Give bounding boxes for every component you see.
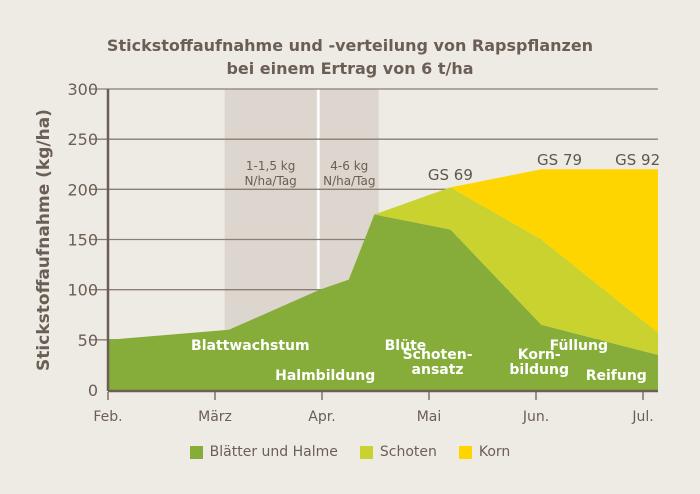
growth-stage-label: GS 79 [537, 151, 582, 169]
chart-title: Stickstoffaufnahme und -verteilung von R… [106, 36, 594, 55]
legend-label: Blätter und Halme [209, 444, 338, 460]
phase-label: Korn- [518, 347, 561, 363]
chart-subtitle: bei einem Ertrag von 6 t/ha [226, 59, 474, 78]
legend-item-schoten: Schoten [359, 444, 437, 460]
phase-label: ansatz [412, 362, 464, 378]
x-tick-label: Jul. [631, 409, 653, 425]
phase-label: bildung [509, 362, 569, 378]
phase-label: Blüte [385, 338, 427, 354]
band-label: 1-1,5 kg [246, 159, 295, 173]
legend-swatch [359, 445, 373, 459]
y-axis-label: Stickstoffaufnahme (kg/ha) [34, 109, 54, 371]
x-tick-label: Mai [417, 409, 442, 425]
phase-label: Füllung [550, 338, 608, 354]
x-tick-label: Feb. [93, 409, 122, 425]
phase-label: Halmbildung [275, 368, 375, 384]
x-tick-label: Jun. [522, 409, 549, 425]
y-tick-label: 300 [67, 80, 98, 99]
phase-label: Reifung [586, 368, 647, 384]
legend-item-korn: Korn [458, 444, 511, 460]
y-tick-label: 0 [88, 381, 98, 400]
phase-label: Schoten- [403, 347, 473, 363]
band-label: 4-6 kg [330, 159, 368, 173]
legend-label: Schoten [379, 444, 437, 460]
y-tick-label: 150 [67, 231, 98, 250]
growth-stage-label: GS 92 [615, 151, 660, 169]
legend-label: Korn [478, 444, 511, 460]
area-blaetter-halme [108, 214, 658, 390]
x-tick-label: Apr. [308, 409, 335, 425]
y-tick-label: 200 [67, 180, 98, 199]
growth-stage-label: GS 69 [428, 166, 473, 184]
legend-item-blaetter: Blätter und Halme [189, 444, 338, 460]
legend-swatch [189, 445, 203, 459]
phase-label: Blattwachstum [191, 338, 310, 354]
y-tick-label: 250 [67, 130, 98, 149]
y-tick-label: 50 [78, 331, 98, 350]
legend-swatch [458, 445, 472, 459]
y-tick-label: 100 [67, 281, 98, 300]
x-tick-label: März [198, 409, 232, 425]
band-label: N/ha/Tag [323, 174, 375, 188]
area-schoten [108, 187, 658, 355]
legend: Blätter und Halme Schoten Korn [0, 444, 700, 460]
area-korn [108, 169, 658, 340]
band-label: N/ha/Tag [244, 174, 296, 188]
